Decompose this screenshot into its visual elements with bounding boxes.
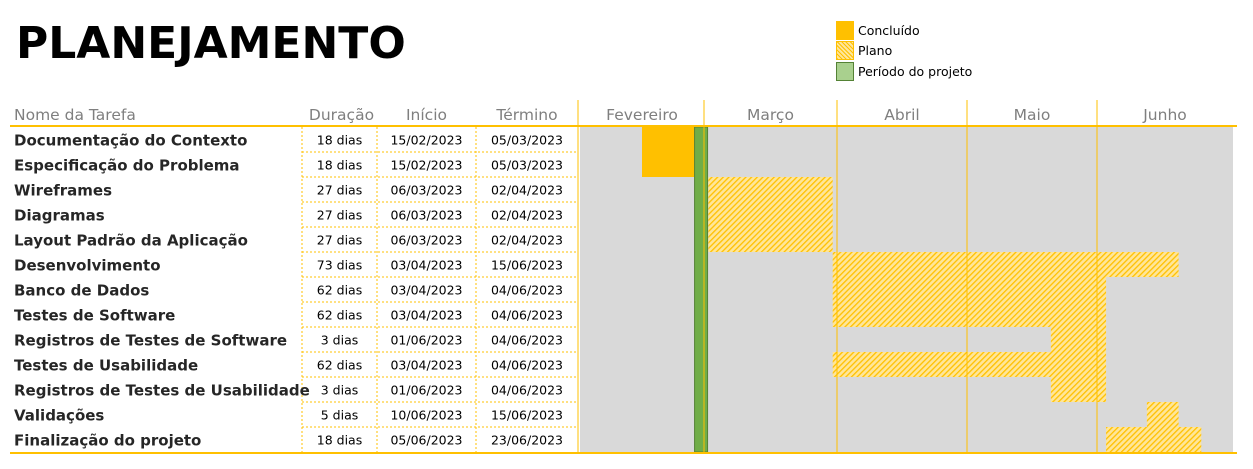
month-label: Junho xyxy=(1142,106,1187,124)
header-task: Nome da Tarefa xyxy=(14,106,136,124)
task-name: Registros de Testes de Usabilidade xyxy=(14,382,310,400)
task-duration: 5 dias xyxy=(321,408,359,423)
legend-label-done: Concluído xyxy=(858,22,920,38)
month-label: Abril xyxy=(884,106,919,124)
task-name: Especificação do Problema xyxy=(14,157,240,175)
task-duration: 18 dias xyxy=(317,433,362,448)
header-duration: Duração xyxy=(309,106,374,124)
task-bar-plan xyxy=(1050,377,1107,402)
task-end: 04/06/2023 xyxy=(491,333,563,348)
task-start: 10/06/2023 xyxy=(390,408,462,423)
task-duration: 27 dias xyxy=(317,183,362,198)
task-duration: 62 dias xyxy=(317,308,362,323)
legend-item-period: Período do projeto xyxy=(836,61,972,81)
task-name: Layout Padrão da Aplicação xyxy=(14,232,248,250)
task-start: 06/03/2023 xyxy=(390,233,462,248)
legend-label-plan: Plano xyxy=(858,42,893,58)
task-start: 15/02/2023 xyxy=(390,158,462,173)
task-bar-plan xyxy=(1106,427,1202,452)
month-label: Março xyxy=(747,106,794,124)
task-bar-done xyxy=(642,127,704,152)
task-bar-plan xyxy=(708,177,833,202)
task-start: 03/04/2023 xyxy=(390,258,462,273)
task-end: 15/06/2023 xyxy=(491,408,563,423)
legend-swatch-period xyxy=(836,61,854,81)
task-bar-done xyxy=(642,152,704,177)
task-end: 04/06/2023 xyxy=(491,383,563,398)
task-name: Validações xyxy=(14,407,104,425)
task-name: Finalização do projeto xyxy=(14,432,201,450)
task-start: 06/03/2023 xyxy=(390,208,462,223)
month-label: Fevereiro xyxy=(606,106,678,124)
task-bar-plan xyxy=(1050,327,1107,352)
task-duration: 3 dias xyxy=(321,333,359,348)
task-duration: 18 dias xyxy=(317,158,362,173)
header-end: Término xyxy=(495,106,557,124)
task-bar-plan xyxy=(708,227,833,252)
task-start: 03/04/2023 xyxy=(390,308,462,323)
legend-item-done: Concluído xyxy=(836,20,920,40)
task-end: 02/04/2023 xyxy=(491,233,563,248)
task-end: 04/06/2023 xyxy=(491,308,563,323)
legend-swatch-done xyxy=(836,20,854,40)
task-start: 03/04/2023 xyxy=(390,358,462,373)
task-bar-plan xyxy=(708,202,833,227)
project-period-marker xyxy=(694,126,709,453)
task-name: Wireframes xyxy=(14,182,112,200)
task-bar-plan xyxy=(832,302,1107,327)
task-end: 23/06/2023 xyxy=(491,433,563,448)
page-title: PLANEJAMENTO xyxy=(16,18,406,69)
task-duration: 73 dias xyxy=(317,258,362,273)
task-name: Documentação do Contexto xyxy=(14,132,247,150)
task-bar-plan xyxy=(832,252,1179,277)
task-end: 04/06/2023 xyxy=(491,358,563,373)
task-duration: 27 dias xyxy=(317,208,362,223)
task-start: 06/03/2023 xyxy=(390,183,462,198)
task-name: Testes de Software xyxy=(14,307,175,325)
legend-swatch-plan xyxy=(836,40,854,60)
task-duration: 27 dias xyxy=(317,233,362,248)
task-start: 01/06/2023 xyxy=(390,383,462,398)
task-start: 05/06/2023 xyxy=(390,433,462,448)
task-start: 03/04/2023 xyxy=(390,283,462,298)
task-bar-plan xyxy=(1146,402,1179,427)
task-duration: 3 dias xyxy=(321,383,359,398)
task-end: 15/06/2023 xyxy=(491,258,563,273)
task-duration: 18 dias xyxy=(317,133,362,148)
task-end: 05/03/2023 xyxy=(491,158,563,173)
task-name: Registros de Testes de Software xyxy=(14,332,287,350)
task-start: 15/02/2023 xyxy=(390,133,462,148)
task-name: Desenvolvimento xyxy=(14,257,161,275)
task-name: Testes de Usabilidade xyxy=(14,357,198,375)
legend-item-plan: Plano xyxy=(836,40,892,60)
task-end: 04/06/2023 xyxy=(491,283,563,298)
task-end: 02/04/2023 xyxy=(491,208,563,223)
header-start: Início xyxy=(406,106,447,124)
month-label: Maio xyxy=(1014,106,1051,124)
task-end: 05/03/2023 xyxy=(491,133,563,148)
task-end: 02/04/2023 xyxy=(491,183,563,198)
task-bar-plan xyxy=(832,277,1107,302)
task-bar-plan xyxy=(832,352,1107,377)
task-duration: 62 dias xyxy=(317,358,362,373)
task-start: 01/06/2023 xyxy=(390,333,462,348)
task-duration: 62 dias xyxy=(317,283,362,298)
legend-label-period: Período do projeto xyxy=(858,63,973,79)
task-name: Diagramas xyxy=(14,207,105,225)
task-name: Banco de Dados xyxy=(14,282,149,300)
